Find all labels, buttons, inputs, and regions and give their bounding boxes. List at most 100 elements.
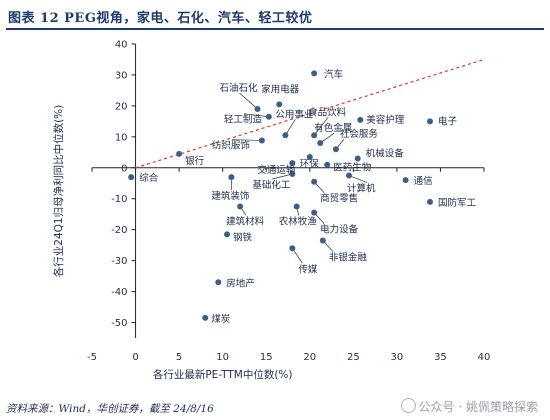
point-label: 传媒 [298, 263, 318, 275]
y-tick-label: 20 [115, 101, 128, 112]
y-tick-label: -20 [111, 225, 127, 236]
title-divider [6, 28, 544, 30]
data-point [254, 105, 261, 112]
source-note: 资料来源：Wind，华创证券，截至 24/8/16 [6, 403, 214, 415]
leader-line [313, 117, 329, 136]
point-label: 纺织服饰 [212, 140, 250, 152]
point-label: 汽车 [324, 68, 343, 80]
x-tick-label: 5 [176, 352, 182, 363]
point-label: 钢铁 [233, 231, 253, 243]
point-label: 电子 [438, 115, 458, 127]
y-tick-label: -40 [111, 287, 127, 298]
y-tick-label: -10 [111, 194, 127, 205]
point-label: 计算机 [347, 183, 376, 195]
leader-line [231, 139, 262, 141]
point-label: 石油石化 [220, 82, 259, 94]
data-point [354, 155, 361, 162]
point-label: 国防军工 [438, 197, 477, 209]
data-point [265, 113, 272, 120]
y-tick-label: 10 [115, 132, 128, 143]
data-point [176, 150, 183, 157]
data-point [357, 116, 364, 123]
wechat-icon [400, 398, 416, 413]
y-tick-label: 40 [115, 40, 128, 51]
data-point [289, 160, 296, 167]
data-point [311, 70, 318, 77]
data-point [311, 132, 318, 139]
x-tick-label: 35 [434, 352, 447, 363]
x-tick-label: 15 [260, 352, 273, 363]
point-label: 非银金融 [329, 252, 368, 264]
y-tick-label: 0 [121, 163, 127, 174]
point-label: 综合 [139, 172, 159, 184]
point-label: 家用电器 [261, 83, 300, 95]
x-axis-label: 各行业最新PE-TTM中位数(%) [153, 368, 293, 381]
x-tick-label: 0 [132, 352, 138, 363]
data-points-layer [128, 70, 433, 321]
point-label: 医药生物 [333, 162, 372, 174]
data-point [202, 314, 209, 321]
leader-line [272, 173, 293, 180]
point-label: 建筑装饰 [211, 190, 249, 202]
leader-line [348, 175, 368, 183]
point-label: 公用事业 [275, 108, 313, 120]
point-label: 社会服务 [340, 128, 379, 140]
point-label: 农林牧渔 [279, 215, 318, 227]
data-point [237, 203, 244, 210]
point-label: 电力设备 [320, 224, 359, 236]
x-tick-label: 40 [478, 352, 491, 363]
y-tick-label: -30 [111, 256, 127, 267]
reference-line [135, 58, 485, 169]
data-point [324, 161, 331, 168]
point-label: 轻工制造 [224, 114, 263, 126]
data-point [228, 174, 235, 181]
figure-footer: 资料来源：Wind，华创证券，截至 24/8/16 公众号 · 姚佩策略探索 [0, 396, 550, 420]
watermark-text: 公众号 · 姚佩策略探索 [418, 400, 538, 414]
leader-line [243, 113, 269, 118]
data-point [224, 231, 231, 238]
data-point [128, 174, 135, 181]
data-point [293, 203, 300, 210]
x-tick-label: 20 [303, 352, 316, 363]
watermark: 公众号 · 姚佩策略探索 [400, 398, 538, 415]
data-point [426, 198, 433, 205]
data-point [311, 178, 318, 185]
point-label: 基础化工 [252, 179, 291, 191]
data-point [332, 146, 339, 153]
figure-title: 图表 12 PEG视角，家电、石化、汽车、轻工较优 [8, 11, 313, 26]
leader-line [285, 119, 296, 136]
y-axis-label: 各行业24Q1归母净利同比中位数(%) [52, 105, 65, 277]
y-tick-label: 30 [115, 70, 128, 81]
data-point [311, 209, 318, 216]
point-label: 交通运输 [257, 164, 296, 176]
x-tick-label: 25 [347, 352, 360, 363]
data-point [289, 245, 296, 252]
data-point [345, 172, 352, 179]
data-point [276, 101, 283, 108]
point-label: 食品饮料 [308, 106, 347, 118]
data-point [258, 137, 265, 144]
data-point [317, 140, 324, 147]
point-label: 商贸零售 [320, 193, 358, 205]
point-label: 环保 [300, 158, 320, 170]
point-label: 煤炭 [211, 313, 231, 325]
point-label: 有色金属 [314, 122, 352, 134]
figure-title-bar: 图表 12 PEG视角，家电、石化、汽车、轻工较优 [0, 0, 550, 30]
data-point [402, 177, 409, 184]
data-point [282, 132, 289, 139]
data-point [319, 237, 326, 244]
data-point [289, 170, 296, 177]
x-tick-label: -5 [87, 352, 97, 363]
leader-line [292, 248, 303, 264]
point-label: 建筑材料 [226, 215, 265, 227]
point-label: 机械设备 [366, 148, 405, 160]
leader-line [239, 92, 258, 110]
point-label: 银行 [185, 155, 205, 167]
plot-area [0, 30, 550, 396]
point-label: 房地产 [226, 277, 255, 289]
point-label: 通信 [414, 175, 433, 187]
x-tick-label: 10 [216, 352, 229, 363]
